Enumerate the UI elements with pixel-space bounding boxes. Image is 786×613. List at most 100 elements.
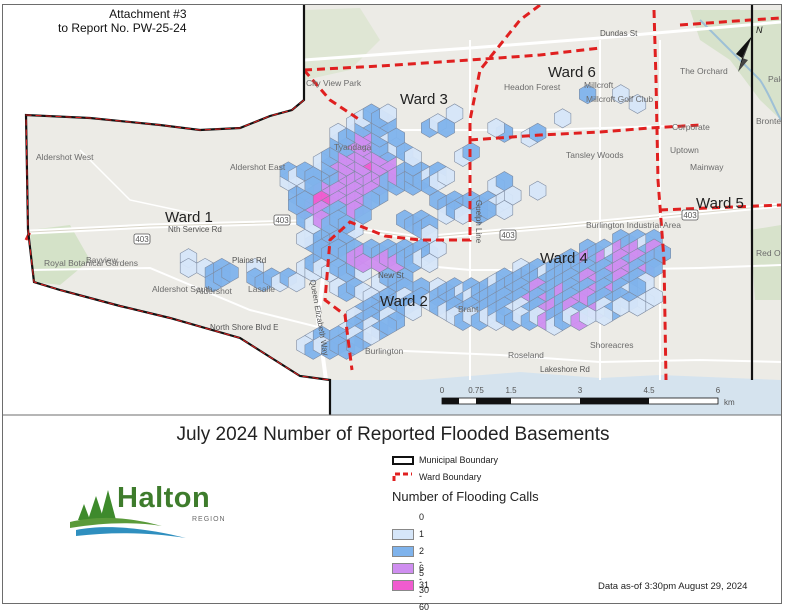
data-as-of: Data as-of 3:30pm August 29, 2024 [598, 581, 748, 592]
ward-label-5: Ward 5 [696, 195, 744, 212]
svg-text:Shoreacres: Shoreacres [590, 340, 633, 350]
ward-label-4: Ward 4 [540, 250, 588, 267]
svg-text:North Shore Blvd E: North Shore Blvd E [210, 323, 278, 332]
svg-text:Millcroft Golf Club: Millcroft Golf Club [586, 94, 653, 104]
svg-text:403: 403 [275, 216, 289, 225]
svg-text:0.75: 0.75 [468, 386, 484, 395]
svg-text:N: N [756, 25, 763, 35]
hex-cell [529, 180, 547, 201]
legend-class-label: 6 - 30 [419, 563, 430, 595]
ward-labels: Ward 1 Ward 2 Ward 3 Ward 4 Ward 5 Ward … [165, 64, 744, 310]
svg-text:Aldershot: Aldershot [196, 286, 233, 296]
creek [699, 19, 781, 121]
svg-text:Plains Rd: Plains Rd [232, 256, 266, 265]
legend-class-label: 1 [419, 529, 425, 539]
svg-text:Uptown: Uptown [670, 145, 699, 155]
svg-text:Guelph Line: Guelph Line [474, 200, 483, 244]
hex-cell [645, 286, 663, 307]
ward-boundary-lines [24, 5, 781, 381]
svg-text:Nth Service Rd: Nth Service Rd [168, 225, 222, 234]
ward-label-3: Ward 3 [400, 91, 448, 108]
svg-text:City View Park: City View Park [306, 78, 362, 88]
svg-text:Headon Forest: Headon Forest [504, 82, 561, 92]
svg-text:Roseland: Roseland [508, 350, 544, 360]
svg-text:Tyandaga: Tyandaga [334, 142, 372, 152]
svg-text:6: 6 [716, 386, 721, 395]
hex-cell [404, 146, 422, 167]
svg-text:Burlington: Burlington [365, 346, 404, 356]
hex-cell [437, 166, 455, 187]
svg-text:403: 403 [683, 211, 697, 220]
svg-text:Dundas St: Dundas St [600, 29, 638, 38]
legend-heading: Number of Flooding Calls [392, 489, 539, 504]
svg-text:Aldershot East: Aldershot East [230, 162, 286, 172]
municipal-boundary-red [25, 99, 331, 381]
svg-text:Lakeshore Rd: Lakeshore Rd [540, 365, 590, 374]
hex-cell [628, 296, 647, 317]
north-arrow-icon: N [736, 25, 763, 72]
highway-shield: 403 [273, 214, 291, 226]
svg-text:Aldershot South: Aldershot South [152, 284, 213, 294]
svg-text:Millcroft: Millcroft [584, 80, 614, 90]
svg-text:4.5: 4.5 [643, 386, 655, 395]
scale-bar: 0 0.75 1.5 3 4.5 6 km [440, 386, 735, 407]
svg-text:Red Oak: Red Oak [756, 248, 786, 258]
municipal-boundary-swatch [392, 456, 414, 465]
hex-cell [487, 117, 505, 138]
legend-label: Municipal Boundary [419, 455, 499, 465]
svg-text:Tansley Woods: Tansley Woods [566, 150, 623, 160]
highway-shield: 403 [133, 233, 151, 245]
legend-swatch [392, 563, 414, 574]
legend-class-label: 31 - 60 [419, 580, 430, 612]
green-area [305, 8, 380, 80]
svg-text:1.5: 1.5 [505, 386, 517, 395]
svg-text:Bronte: Bronte [756, 116, 781, 126]
map-title: July 2024 Number of Reported Flooded Bas… [176, 424, 610, 445]
highway-shield: 403 [499, 229, 517, 241]
attachment-note: Attachment #3 to Report No. PW-25-24 [58, 7, 187, 35]
hex-cell [495, 200, 514, 220]
logo-name: Halton [117, 482, 211, 514]
highway-shield: 403 [681, 209, 699, 221]
hex-cell [346, 335, 364, 356]
svg-text:0: 0 [440, 386, 445, 395]
svg-text:Corporate: Corporate [672, 122, 710, 132]
svg-text:Aldershot West: Aldershot West [36, 152, 94, 162]
report-reference: to Report No. PW-25-24 [58, 21, 187, 35]
green-area [750, 225, 781, 300]
legend-class-label: 0 [419, 512, 425, 522]
svg-text:Mainway: Mainway [690, 162, 724, 172]
hex-cell [221, 262, 239, 283]
svg-text:Palermo: Palermo [768, 74, 786, 84]
green-area [690, 10, 781, 120]
halton-logo-mark [70, 490, 186, 538]
svg-text:Burlington Industrial Area: Burlington Industrial Area [586, 220, 681, 230]
ward-label-1: Ward 1 [165, 209, 213, 226]
legend-label: Ward Boundary [419, 472, 482, 482]
svg-text:Royal Botanical Gardens: Royal Botanical Gardens [44, 258, 138, 268]
map-canvas: 403 403 403 403 Aldershot West Aldershot… [3, 5, 786, 416]
ward-label-6: Ward 6 [548, 64, 596, 81]
svg-text:3: 3 [578, 386, 583, 395]
hex-cell [595, 306, 613, 327]
hex-cell [379, 103, 397, 124]
svg-text:Lasalle: Lasalle [248, 284, 275, 294]
attachment-number: Attachment #3 [109, 7, 187, 21]
ward-label-2: Ward 2 [380, 293, 428, 310]
legend-swatch [392, 529, 414, 540]
svg-text:Bayview: Bayview [86, 255, 119, 265]
legend-swatch [392, 580, 414, 591]
hex-cell [628, 93, 647, 114]
legend-class-label: 2 - 5 [419, 546, 425, 578]
logo-subtitle: REGION [192, 516, 226, 523]
ward-boundary-swatch [392, 472, 412, 481]
hex-cell [529, 122, 547, 143]
svg-text:403: 403 [501, 231, 515, 240]
svg-text:403: 403 [135, 235, 149, 244]
map-frame [2, 4, 782, 604]
hex-cell [578, 84, 597, 105]
hex-cell [304, 175, 322, 196]
hex-cell [553, 108, 572, 129]
svg-text:New St: New St [378, 271, 405, 280]
svg-text:Brant: Brant [458, 304, 479, 314]
